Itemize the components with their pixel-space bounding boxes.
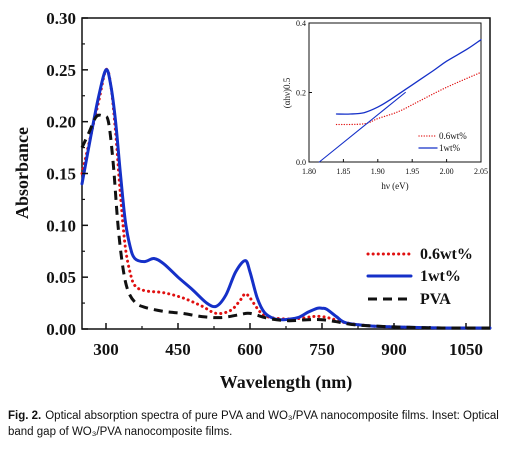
x-axis-title: Wavelength (nm) xyxy=(220,372,353,393)
main-series-group xyxy=(80,67,492,330)
series-line-0-6wt xyxy=(80,67,492,330)
inset-x-tick-label: 1.85 xyxy=(336,167,350,176)
y-tick-label: 0.00 xyxy=(46,320,76,339)
y-tick-label: 0.20 xyxy=(46,113,76,132)
inset-legend-label-1wt: 1wt% xyxy=(439,143,461,153)
y-tick-label: 0.05 xyxy=(46,268,76,287)
figure-label: Fig. 2. xyxy=(8,410,42,422)
x-tick-label: 300 xyxy=(93,340,119,359)
y-tick-label: 0.10 xyxy=(46,216,76,235)
series-line-PVA xyxy=(80,113,491,330)
inset-x-tick-label: 2.00 xyxy=(440,167,454,176)
legend-label-1wt: 1wt% xyxy=(420,268,461,285)
x-tick-label: 600 xyxy=(237,340,263,359)
figure-caption-text: Optical absorption spectra of pure PVA a… xyxy=(8,410,499,438)
band-gap-inset: 1.80 1.85 1.90 1.95 2.00 2.05 0.0 0.2 0.4 hν (eV… xyxy=(282,19,488,191)
y-tick-label: 0.25 xyxy=(46,61,76,80)
series-line-1wt xyxy=(80,68,492,330)
figure-caption: Fig. 2. Optical absorption spectra of pur… xyxy=(8,408,505,440)
x-tick-label: 900 xyxy=(381,340,407,359)
inset-y-axis-title: (αhν)0.5 xyxy=(282,77,292,108)
main-ticks-group: 300 450 600 750 900 1050 0.00 0.05 0.10 0.15 0.20 0… xyxy=(46,9,483,359)
inset-x-axis-title: hν (eV) xyxy=(381,181,408,191)
main-legend: 0.6wt% 1wt% PVA xyxy=(366,246,473,308)
inset-y-tick-label: 0.0 xyxy=(296,158,306,167)
inset-x-tick-label: 1.80 xyxy=(302,167,316,176)
y-tick-label: 0.30 xyxy=(46,9,76,28)
inset-legend-label-0.6wt: 0.6wt% xyxy=(439,131,467,141)
x-tick-label: 450 xyxy=(165,340,191,359)
inset-series-line-fit xyxy=(318,91,406,163)
inset-series-group xyxy=(318,39,482,163)
inset-x-tick-label: 2.05 xyxy=(474,167,488,176)
inset-legend: 0.6wt% 1wt% xyxy=(418,131,467,153)
inset-y-tick-label: 0.4 xyxy=(296,19,306,28)
inset-x-tick-label: 1.90 xyxy=(371,167,385,176)
x-tick-label: 1050 xyxy=(449,340,483,359)
inset-y-tick-label: 0.2 xyxy=(296,89,306,98)
x-tick-label: 750 xyxy=(309,340,335,359)
legend-label-pva: PVA xyxy=(420,291,451,308)
inset-ticks-group: 1.80 1.85 1.90 1.95 2.00 2.05 0.0 0.2 0.4 xyxy=(296,19,488,176)
legend-label-0.6wt: 0.6wt% xyxy=(420,246,473,263)
y-axis-title: Absorbance xyxy=(12,127,32,219)
inset-x-tick-label: 1.95 xyxy=(405,167,419,176)
inset-series-line-1wt xyxy=(335,39,482,115)
absorption-chart: 300 450 600 750 900 1050 0.00 0.05 0.10 0.15 0.20 0… xyxy=(12,9,492,393)
y-tick-label: 0.15 xyxy=(46,165,76,184)
